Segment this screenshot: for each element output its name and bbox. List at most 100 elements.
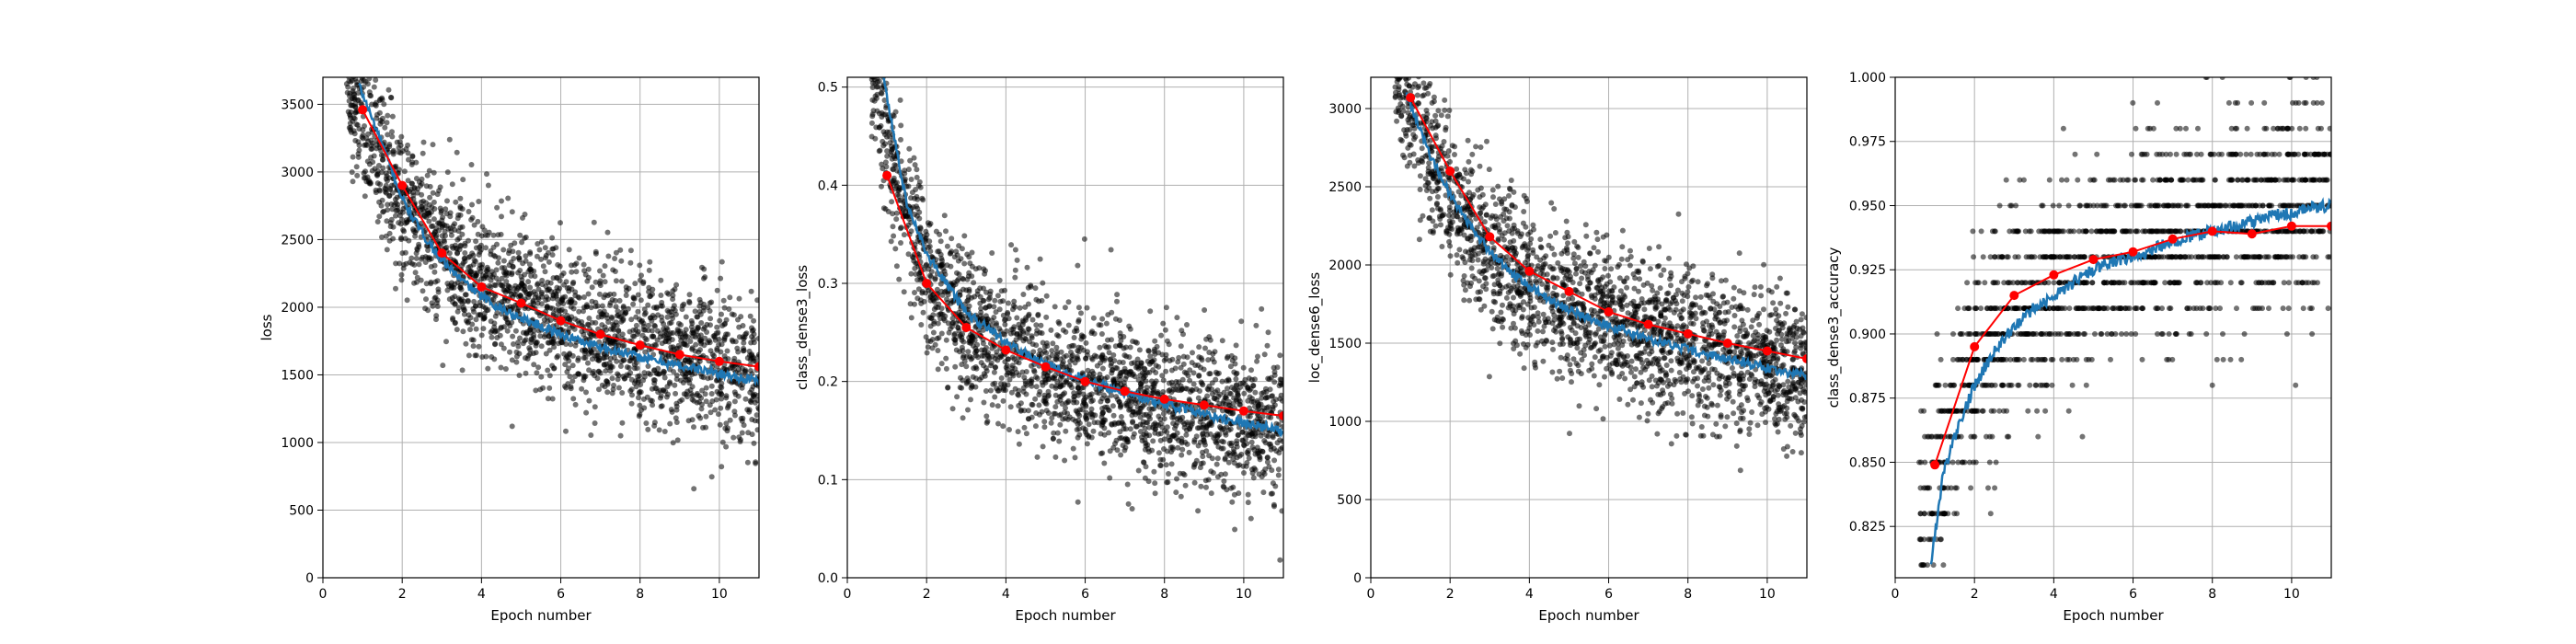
batch-point xyxy=(581,355,587,361)
batch-point xyxy=(902,213,908,219)
batch-point xyxy=(466,352,472,359)
batch-point xyxy=(1176,379,1182,385)
batch-point xyxy=(1249,444,1256,451)
batch-point xyxy=(1158,332,1165,339)
batch-point xyxy=(380,209,386,215)
batch-point xyxy=(1009,365,1015,372)
batch-point xyxy=(534,253,540,259)
batch-point xyxy=(430,190,436,196)
batch-point xyxy=(1248,439,1255,445)
batch-point xyxy=(1012,304,1018,310)
batch-point xyxy=(1264,454,1271,461)
batch-point xyxy=(1731,313,1738,318)
batch-point xyxy=(514,307,521,314)
batch-point xyxy=(1201,416,1207,422)
batch-point xyxy=(397,221,404,227)
batch-point xyxy=(939,258,945,264)
batch-point xyxy=(347,111,352,118)
batch-point xyxy=(1209,386,1215,393)
batch-point xyxy=(1129,361,1134,366)
batch-point xyxy=(351,45,356,51)
batch-point xyxy=(874,19,880,25)
batch-point xyxy=(1247,432,1253,439)
batch-point xyxy=(727,294,733,301)
batch-point xyxy=(1675,211,1682,217)
batch-point xyxy=(550,339,557,346)
batch-point xyxy=(997,328,1004,334)
batch-point xyxy=(930,329,937,336)
batch-point xyxy=(347,31,352,37)
batch-point xyxy=(1246,455,1252,461)
batch-point xyxy=(397,260,403,267)
batch-point xyxy=(1113,437,1120,443)
batch-point xyxy=(503,270,510,276)
batch-point xyxy=(367,92,374,98)
batch-point xyxy=(1084,305,1090,311)
batch-point xyxy=(1275,472,1282,478)
batch-point xyxy=(995,403,1001,409)
batch-point xyxy=(1559,375,1566,381)
batch-point xyxy=(346,78,352,85)
epoch-mean-marker xyxy=(674,350,684,360)
batch-point xyxy=(1182,385,1189,392)
batch-point xyxy=(1109,392,1114,398)
batch-point xyxy=(675,328,682,334)
batch-point xyxy=(983,289,989,295)
batch-point xyxy=(649,385,655,392)
batch-point xyxy=(1214,455,1221,462)
batch-point xyxy=(636,413,642,420)
batch-point xyxy=(553,245,559,251)
batch-point xyxy=(478,242,484,248)
batch-point xyxy=(722,425,729,431)
batch-point xyxy=(712,407,719,413)
batch-point xyxy=(1212,432,1218,439)
batch-point xyxy=(1052,385,1059,391)
batch-point xyxy=(1110,444,1117,451)
batch-point xyxy=(953,347,960,353)
batch-point xyxy=(368,44,374,50)
batch-point xyxy=(1202,439,1208,445)
batch-point xyxy=(914,205,921,212)
batch-point xyxy=(998,381,1004,387)
batch-point xyxy=(881,98,888,103)
batch-point xyxy=(467,263,474,270)
batch-point xyxy=(410,228,417,235)
batch-point xyxy=(518,273,524,280)
batch-point xyxy=(874,41,880,47)
batch-point xyxy=(1225,353,1231,360)
batch-point xyxy=(983,420,990,426)
batch-point xyxy=(478,276,485,282)
batch-point xyxy=(645,363,651,369)
batch-point xyxy=(1275,466,1282,473)
batch-point xyxy=(1126,323,1133,329)
batch-point xyxy=(960,415,966,421)
batch-point xyxy=(579,385,585,392)
batch-point xyxy=(1602,266,1608,271)
batch-point xyxy=(491,356,498,362)
batch-point xyxy=(543,252,549,259)
batch-point xyxy=(1080,391,1087,397)
batch-point xyxy=(723,316,730,323)
batch-point xyxy=(444,198,450,204)
batch-point xyxy=(522,212,528,217)
batch-point xyxy=(1160,320,1167,327)
batch-point xyxy=(1208,468,1214,475)
batch-point xyxy=(682,357,688,363)
batch-point xyxy=(431,216,437,223)
batch-point xyxy=(1230,484,1236,490)
batch-point xyxy=(1202,307,1208,313)
batch-point xyxy=(1069,352,1075,359)
batch-point xyxy=(1124,436,1131,443)
epoch-mean-marker xyxy=(635,340,645,351)
batch-point xyxy=(385,207,391,213)
batch-point xyxy=(893,263,900,270)
batch-point xyxy=(628,386,635,393)
batch-point xyxy=(592,248,599,255)
batch-point xyxy=(884,153,891,159)
batch-point xyxy=(1045,410,1052,416)
batch-point xyxy=(1157,431,1164,437)
batch-point xyxy=(1071,390,1077,397)
batch-point xyxy=(507,349,512,355)
batch-point xyxy=(1083,339,1089,346)
batch-point xyxy=(348,64,353,70)
